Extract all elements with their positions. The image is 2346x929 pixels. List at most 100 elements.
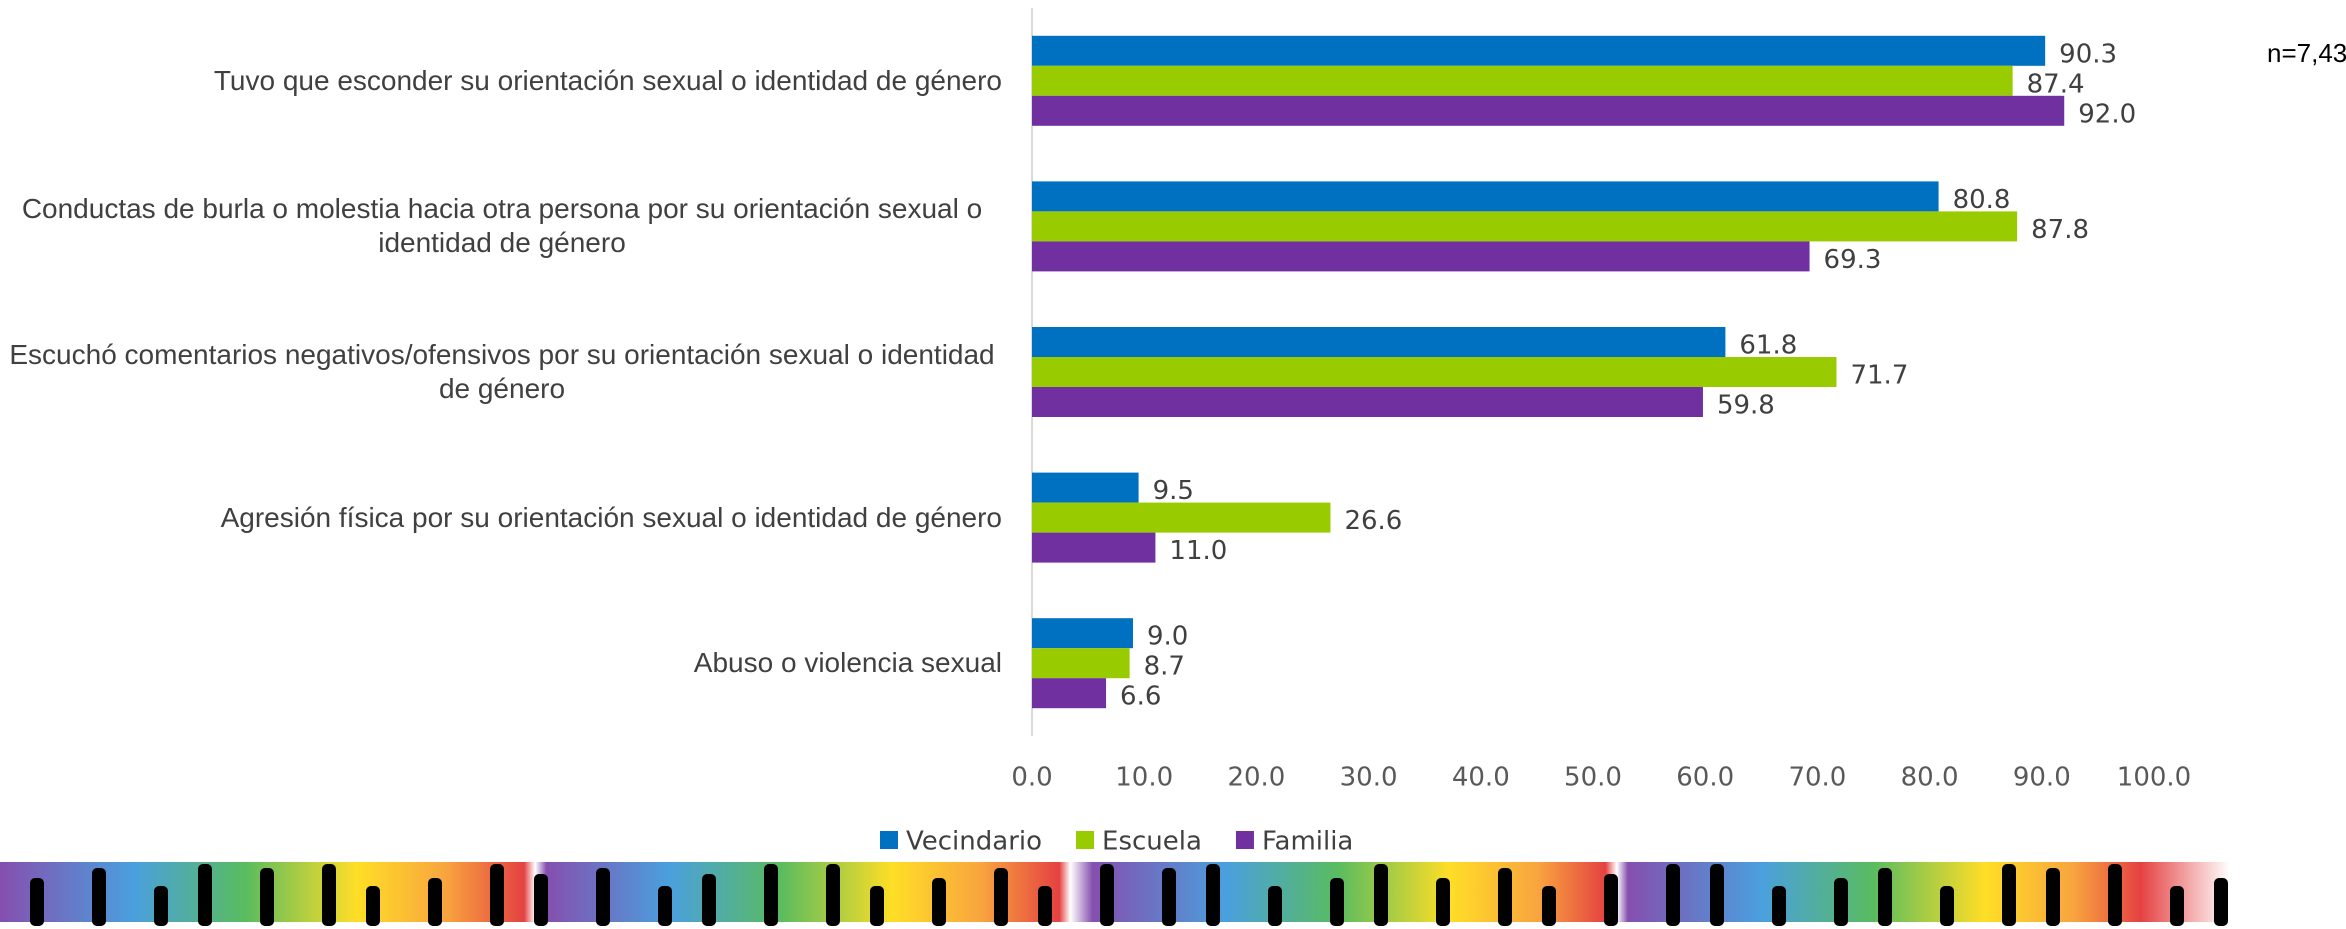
decorative-bar bbox=[1940, 886, 1954, 926]
value-label: 80.8 bbox=[1953, 185, 2011, 215]
decorative-bar bbox=[1878, 868, 1892, 926]
value-label: 6.6 bbox=[1120, 682, 1161, 712]
value-label: 8.7 bbox=[1144, 652, 1185, 682]
decorative-bar bbox=[1666, 864, 1680, 926]
x-tick-label: 20.0 bbox=[1227, 763, 1285, 793]
decorative-bar bbox=[198, 864, 212, 926]
decorative-bar bbox=[1330, 878, 1344, 926]
decorative-bar bbox=[154, 886, 168, 926]
decorative-bar bbox=[366, 886, 380, 926]
category-text: Conductas de burla o molestia hacia otra… bbox=[2, 192, 1002, 260]
decorative-bar bbox=[1834, 878, 1848, 926]
value-label: 26.6 bbox=[1344, 506, 1402, 536]
decorative-bar bbox=[1436, 878, 1450, 926]
bar bbox=[1032, 387, 1703, 417]
page: n=7,437 0.0 10.0 20.0 30.0 40.0 50.0 60.0 70.0 8… bbox=[0, 0, 2346, 929]
decorative-bar bbox=[490, 864, 504, 926]
x-tick-label: 80.0 bbox=[1901, 763, 1959, 793]
category-label: Abuso o violencia sexual bbox=[2, 613, 1002, 713]
value-label: 59.8 bbox=[1717, 391, 1775, 421]
bar bbox=[1032, 473, 1139, 503]
bar bbox=[1032, 503, 1330, 533]
decorative-bar bbox=[1498, 868, 1512, 926]
decorative-bar bbox=[932, 878, 946, 926]
decorative-bar bbox=[428, 878, 442, 926]
x-tick-label: 60.0 bbox=[1676, 763, 1734, 793]
decorative-bar bbox=[596, 868, 610, 926]
legend-label: Escuela bbox=[1102, 827, 1202, 857]
chart: n=7,437 0.0 10.0 20.0 30.0 40.0 50.0 60.0 70.0 8… bbox=[0, 0, 2346, 929]
value-label: 71.7 bbox=[1850, 361, 1908, 391]
value-label: 87.4 bbox=[2027, 69, 2085, 99]
decorative-bar bbox=[1038, 886, 1052, 926]
decorative-bar bbox=[322, 864, 336, 926]
decorative-bar bbox=[2108, 864, 2122, 926]
decorative-bar bbox=[764, 864, 778, 926]
category-text: Tuvo que esconder su orientación sexual … bbox=[214, 64, 1002, 98]
bar bbox=[1032, 327, 1725, 357]
bar bbox=[1032, 181, 1939, 211]
decorative-bar bbox=[826, 864, 840, 926]
category-label: Tuvo que esconder su orientación sexual … bbox=[2, 31, 1002, 131]
category-text: Escuchó comentarios negativos/ofensivos … bbox=[2, 338, 1002, 406]
category-label: Escuchó comentarios negativos/ofensivos … bbox=[2, 322, 1002, 422]
decorative-bar bbox=[2002, 864, 2016, 926]
decorative-bar bbox=[30, 878, 44, 926]
decorative-bar bbox=[1206, 864, 1220, 926]
decorative-bar bbox=[260, 868, 274, 926]
decorative-bar bbox=[2170, 886, 2184, 926]
decorative-bar bbox=[1542, 886, 1556, 926]
legend-swatch bbox=[880, 831, 898, 849]
bar bbox=[1032, 36, 2045, 66]
decorative-bar bbox=[658, 886, 672, 926]
decorative-bar bbox=[1100, 864, 1114, 926]
x-tick-label: 40.0 bbox=[1452, 763, 1510, 793]
value-label: 61.8 bbox=[1739, 331, 1797, 361]
legend-swatch bbox=[1236, 831, 1254, 849]
bar bbox=[1032, 357, 1836, 387]
x-tick-label: 30.0 bbox=[1340, 763, 1398, 793]
x-tick-label: 50.0 bbox=[1564, 763, 1622, 793]
x-tick-label: 0.0 bbox=[1011, 763, 1052, 793]
value-label: 87.8 bbox=[2031, 215, 2089, 245]
decorative-bar bbox=[2046, 868, 2060, 926]
decorative-bar bbox=[92, 868, 106, 926]
bar bbox=[1032, 96, 2064, 126]
x-tick-label: 10.0 bbox=[1115, 763, 1173, 793]
sample-size: n=7,437 bbox=[2267, 38, 2346, 68]
value-label: 9.0 bbox=[1147, 622, 1188, 652]
bar bbox=[1032, 678, 1106, 708]
legend-label: Familia bbox=[1262, 827, 1353, 857]
legend-swatch bbox=[1076, 831, 1094, 849]
category-label: Agresión física por su orientación sexua… bbox=[2, 468, 1002, 568]
decorative-bar bbox=[534, 874, 548, 926]
decorative-bar bbox=[1604, 874, 1618, 926]
decorative-bar bbox=[1268, 886, 1282, 926]
decorative-bar bbox=[870, 886, 884, 926]
decorative-bar bbox=[994, 868, 1008, 926]
decorative-bar bbox=[1710, 864, 1724, 926]
decorative-bar bbox=[2214, 878, 2228, 926]
bar bbox=[1032, 533, 1155, 563]
category-text: Agresión física por su orientación sexua… bbox=[221, 501, 1002, 535]
bar bbox=[1032, 66, 2013, 96]
decorative-bar bbox=[1374, 864, 1388, 926]
value-label: 92.0 bbox=[2078, 99, 2136, 129]
decorative-bar bbox=[1772, 886, 1786, 926]
bar bbox=[1032, 618, 1133, 648]
category-text: Abuso o violencia sexual bbox=[694, 646, 1002, 680]
value-label: 11.0 bbox=[1169, 536, 1227, 566]
x-tick-label: 100.0 bbox=[2117, 763, 2191, 793]
bar bbox=[1032, 211, 2017, 241]
decorative-bar bbox=[1162, 868, 1176, 926]
bar bbox=[1032, 241, 1810, 271]
value-label: 9.5 bbox=[1153, 476, 1194, 506]
x-tick-label: 90.0 bbox=[2013, 763, 2071, 793]
bar bbox=[1032, 648, 1130, 678]
legend-label: Vecindario bbox=[906, 827, 1042, 857]
x-tick-label: 70.0 bbox=[1788, 763, 1846, 793]
value-label: 69.3 bbox=[1824, 245, 1882, 275]
value-label: 90.3 bbox=[2059, 39, 2117, 69]
category-label: Conductas de burla o molestia hacia otra… bbox=[2, 176, 1002, 276]
decorative-bar bbox=[702, 874, 716, 926]
